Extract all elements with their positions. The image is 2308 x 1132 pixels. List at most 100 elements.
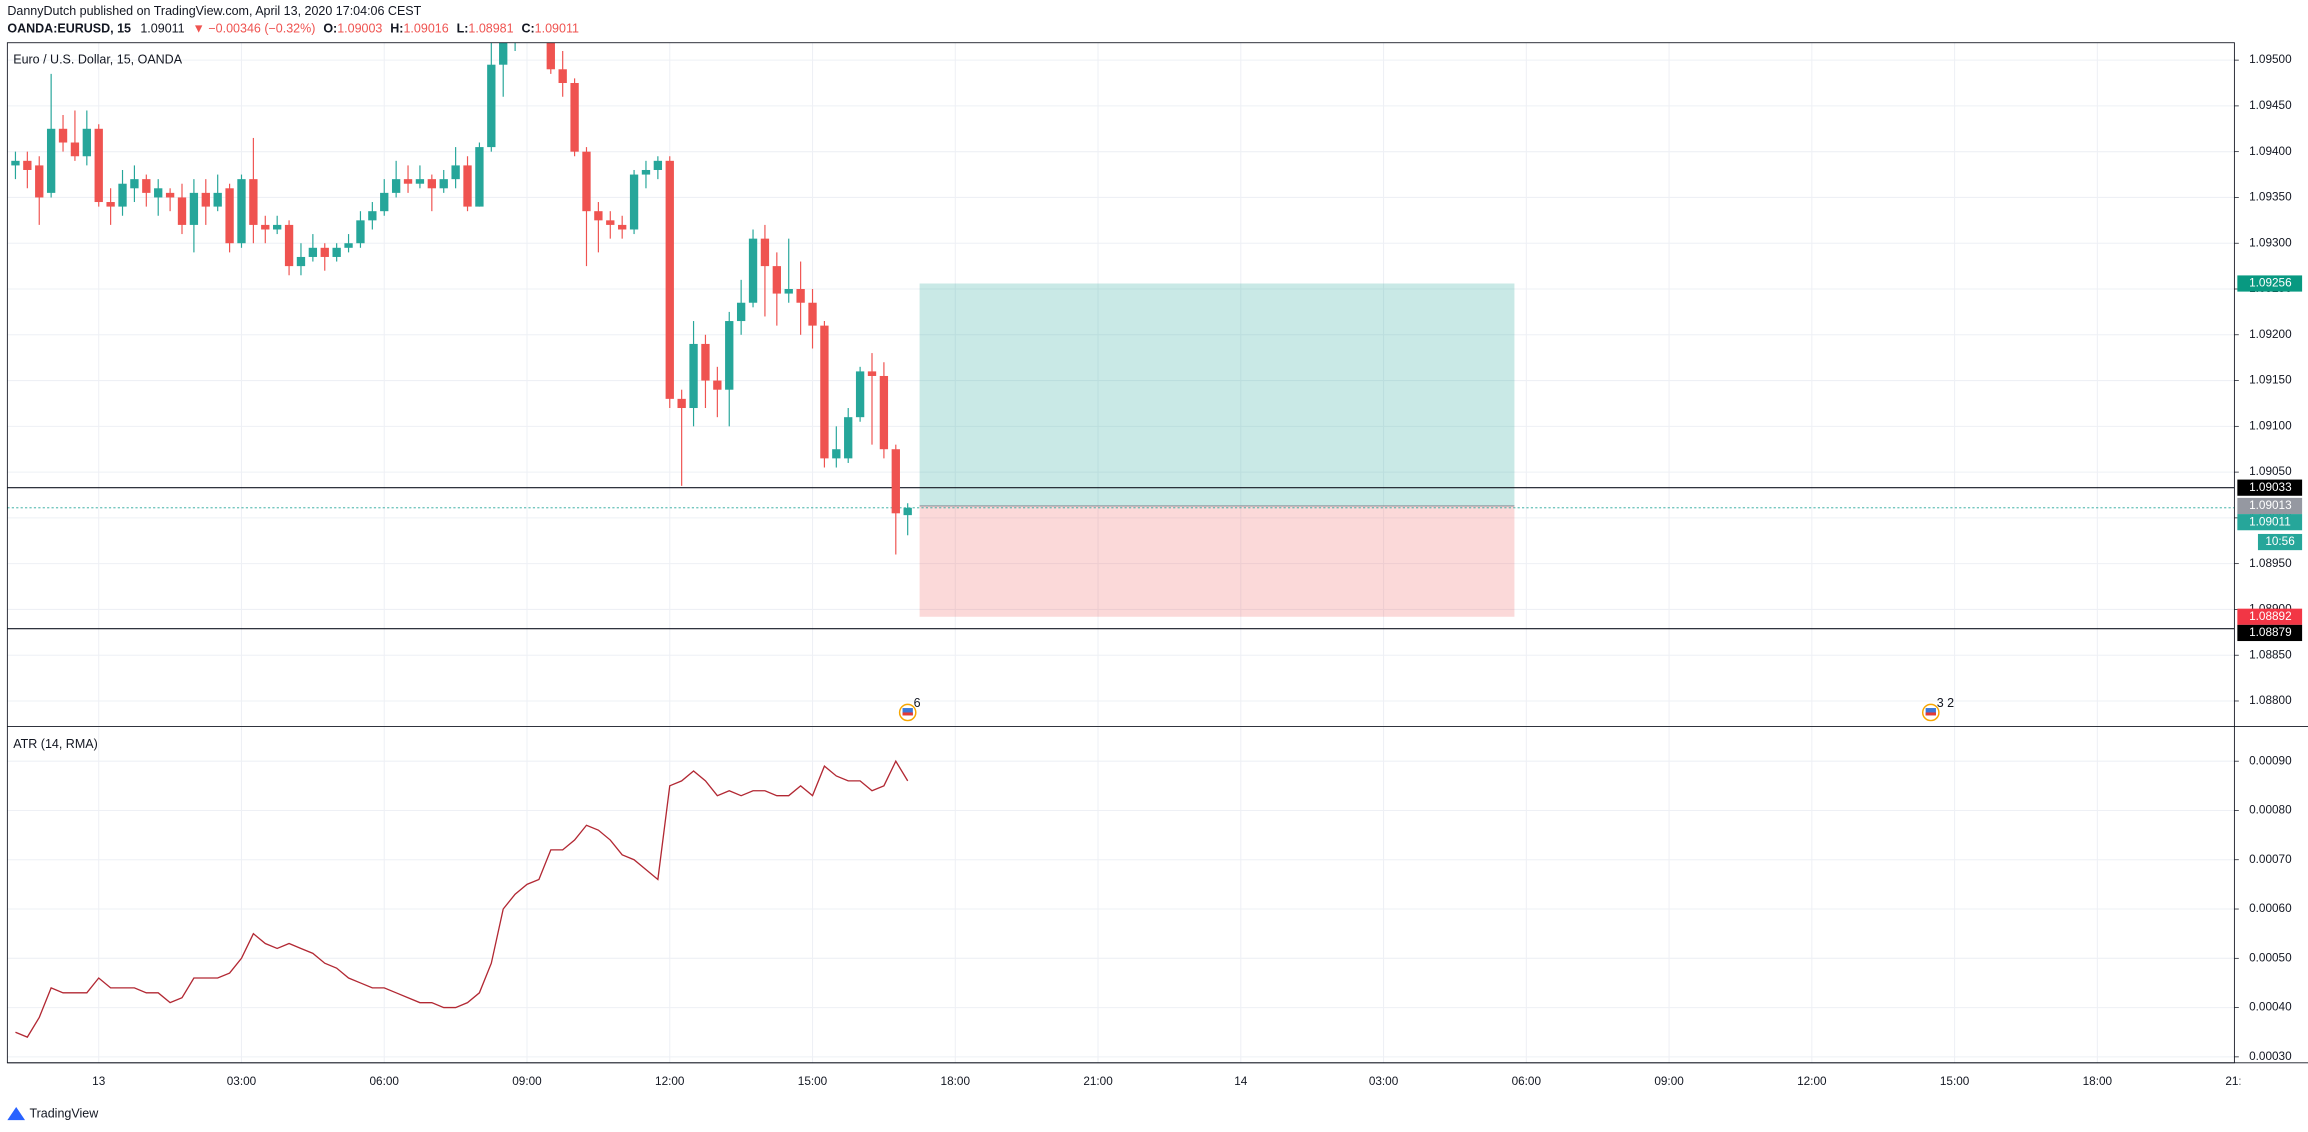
price-label-bg — [2237, 275, 2303, 292]
symbol: OANDA:EURUSD, 15 — [7, 22, 131, 36]
publisher-line: DannyDutch published on TradingView.com,… — [7, 4, 421, 18]
ohlc-value: 1.09003 — [337, 22, 382, 36]
price-label: 1.09033 — [2249, 481, 2292, 494]
ohlc-key: H: — [390, 22, 403, 36]
price-label-bg — [2237, 624, 2303, 642]
atr-pane — [15, 759, 909, 1038]
x-tick-label: 12:00 — [655, 1075, 685, 1088]
candle-body — [772, 266, 781, 294]
y-tick-label: 1.09300 — [2249, 236, 2292, 249]
candle-body — [35, 165, 44, 198]
candle-body — [320, 247, 329, 257]
x-tick-label: 18:00 — [2083, 1075, 2113, 1088]
x-tick-label: 14 — [1234, 1075, 1248, 1088]
candle-body — [403, 179, 413, 184]
y-tick-label: 0.00040 — [2249, 1001, 2292, 1014]
candle-body — [891, 449, 900, 514]
y-tick-label: 0.00030 — [2249, 1050, 2292, 1063]
event-flag — [902, 712, 913, 716]
price-pane: 6 3 2 — [7, 42, 2235, 722]
candle-body — [177, 197, 187, 225]
countdown: 10:56 — [2265, 535, 2295, 548]
candle-body — [368, 211, 377, 221]
candle-body — [701, 343, 710, 381]
event-flag — [1925, 708, 1936, 716]
candle-body — [415, 179, 425, 184]
candle-body — [213, 192, 222, 207]
candle-body — [475, 147, 484, 207]
candle-body — [82, 128, 91, 157]
frame — [6, 42, 2308, 1064]
x-tick-label: 12:00 — [1797, 1075, 1827, 1088]
event-label: 3 2 — [1937, 696, 1954, 710]
candle-body — [629, 174, 639, 230]
candle-body — [760, 238, 770, 267]
event-flag — [1925, 712, 1936, 716]
y-tick-label: 1.09500 — [2249, 53, 2292, 66]
candle-body — [439, 179, 448, 189]
candle-body — [118, 183, 127, 207]
candle-body — [606, 220, 615, 225]
candle-body — [308, 247, 318, 257]
y-tick-label: 0.00060 — [2249, 902, 2292, 915]
x-tick-label: 21:00 — [1083, 1075, 1113, 1088]
candle-body — [677, 398, 686, 409]
change: ▼ −0.00346 (−0.32%) — [193, 22, 316, 36]
candle-body — [273, 224, 282, 230]
event-icon: 6 — [898, 696, 921, 722]
candle-body — [820, 325, 829, 459]
candle-body — [570, 83, 579, 152]
candle-body — [618, 224, 627, 230]
candle-body — [725, 321, 734, 390]
y-tick-label: 1.08950 — [2249, 557, 2292, 570]
candle-body — [249, 179, 258, 225]
price-label: 1.09011 — [2249, 515, 2291, 528]
ohlc-value: 1.09011 — [535, 22, 579, 36]
y-tick-label: 1.09400 — [2249, 145, 2292, 158]
ohlc-key: O: — [323, 22, 337, 36]
price-label: 1.09013 — [2249, 499, 2292, 512]
y-tick-label: 1.09200 — [2249, 328, 2292, 341]
last: 1.09011 — [140, 22, 184, 36]
candle-body — [11, 160, 20, 166]
ohlc-value: 1.09016 — [403, 22, 448, 36]
candle-body — [332, 247, 341, 257]
ohlc-key: L: — [457, 22, 469, 36]
y-tick-label: 0.00070 — [2249, 853, 2292, 866]
candle-body — [665, 160, 674, 399]
atr-line — [15, 759, 909, 1038]
price-label: 1.08892 — [2249, 610, 2292, 623]
candle-body — [463, 165, 472, 207]
x-tick-label: 06:00 — [1512, 1075, 1542, 1088]
x-tick-label: 09:00 — [512, 1075, 542, 1088]
candle-body — [284, 224, 294, 267]
x-tick-label: 15:00 — [1940, 1075, 1970, 1088]
price-label-bg — [2237, 497, 2303, 515]
symbol-line: OANDA:EURUSD, 15 1.09011 ▼ −0.00346 (−0.… — [7, 22, 579, 36]
price-pane-title: Euro / U.S. Dollar, 15, OANDA — [13, 53, 182, 67]
axis-cover — [2240, 1064, 2308, 1100]
candle-body — [296, 256, 306, 267]
candle-body — [201, 192, 210, 207]
candle-body — [855, 371, 865, 418]
event-label: 6 — [914, 696, 921, 710]
candle-body — [903, 507, 912, 516]
candle-body — [70, 142, 80, 157]
position-loss — [919, 505, 1515, 617]
y-tick-label: 1.09100 — [2249, 419, 2292, 432]
ohlc-key: C: — [521, 22, 534, 36]
candle-body — [391, 179, 401, 193]
candle-body — [261, 224, 270, 230]
footer-text: TradingView — [29, 1107, 99, 1121]
y-tick-label: 0.00050 — [2249, 951, 2292, 964]
candle-body — [736, 302, 746, 322]
x-tick-label: 03:00 — [1369, 1075, 1399, 1088]
candle-body — [808, 302, 817, 326]
y-tick-label: 1.09450 — [2249, 99, 2292, 112]
candle-body — [641, 169, 651, 175]
candle-body — [23, 160, 32, 170]
candle-body — [867, 371, 877, 376]
candle-body — [713, 380, 722, 390]
candle-body — [130, 179, 139, 189]
